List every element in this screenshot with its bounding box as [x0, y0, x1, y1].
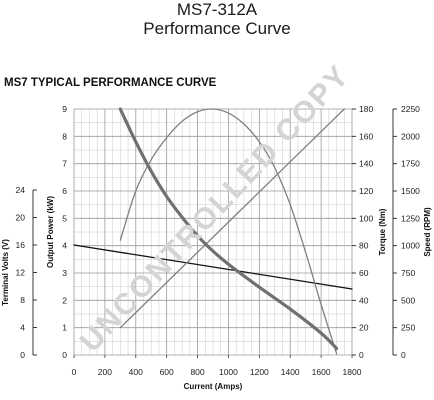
volts-tick-label: 4 [20, 323, 25, 333]
volts-tick-label: 16 [16, 240, 26, 250]
torque-tick-label: 140 [359, 159, 373, 169]
series [73, 107, 353, 355]
speed-tick-label: 2000 [401, 131, 420, 141]
x-tick-label: 1200 [250, 367, 269, 377]
speed-tick-label: 250 [401, 323, 415, 333]
grid [73, 108, 353, 356]
torque-tick-label: 20 [359, 323, 369, 333]
volts-tick-label: 20 [16, 213, 26, 223]
volts-tick-label: 8 [20, 295, 25, 305]
x-axis-label: Current (Amps) [184, 382, 243, 391]
speed-axis-label: Speed (RPM) [423, 207, 432, 257]
torque-tick-label: 40 [359, 295, 369, 305]
volts-tick-label: 12 [16, 268, 26, 278]
x-tick-label: 1400 [281, 367, 300, 377]
power-tick-label: 5 [62, 213, 67, 223]
speed-tick-label: 1500 [401, 186, 420, 196]
power-tick-label: 1 [62, 323, 67, 333]
torque-tick-label: 100 [359, 213, 373, 223]
chart-title: MS7 TYPICAL PERFORMANCE CURVE [4, 77, 217, 89]
volts-axis-label: Terminal Volts (V) [1, 239, 10, 306]
series-line-speed [118, 107, 339, 351]
speed-tick-label: 1000 [401, 241, 420, 251]
torque-tick-label: 60 [359, 268, 369, 278]
power-axis-label: Output Power (kW) [46, 196, 55, 268]
x-tick-label: 0 [72, 367, 77, 377]
torque-axis-label: Torque (Nm) [378, 208, 387, 255]
x-tick-label: 1000 [219, 367, 238, 377]
page-title: MS7-312A [176, 0, 258, 19]
speed-tick-label: 750 [401, 268, 415, 278]
torque-tick-label: 80 [359, 241, 369, 251]
x-tick-label: 200 [98, 367, 112, 377]
x-tick-label: 800 [190, 367, 204, 377]
power-tick-label: 2 [62, 295, 67, 305]
speed-tick-label: 1750 [401, 159, 420, 169]
x-tick-label: 1600 [312, 367, 331, 377]
torque-tick-label: 120 [359, 186, 373, 196]
axes: 0 200 400 600 800 1000 1200 1400 1600 1800Current… [1, 104, 432, 391]
power-tick-label: 3 [62, 268, 67, 278]
power-tick-label: 6 [62, 186, 67, 196]
x-tick-label: 400 [129, 367, 143, 377]
series-line-torque [119, 108, 345, 329]
series-line-volts [73, 244, 353, 290]
power-tick-label: 0 [62, 350, 67, 360]
volts-tick-label: 0 [20, 350, 25, 360]
torque-tick-label: 180 [359, 104, 373, 114]
power-tick-label: 9 [62, 104, 67, 114]
series-line-power [119, 108, 338, 355]
speed-tick-label: 500 [401, 295, 415, 305]
power-tick-label: 8 [62, 131, 67, 141]
power-tick-label: 7 [62, 159, 67, 169]
torque-tick-label: 160 [359, 131, 373, 141]
speed-tick-label: 0 [401, 350, 406, 360]
page-subtitle: Performance Curve [143, 19, 291, 38]
volts-tick-label: 24 [16, 185, 26, 195]
speed-tick-label: 2250 [401, 104, 420, 114]
x-tick-label: 1800 [343, 367, 362, 377]
speed-tick-label: 1250 [401, 213, 420, 223]
x-tick-label: 600 [160, 367, 174, 377]
power-tick-label: 4 [62, 241, 67, 251]
torque-tick-label: 0 [359, 350, 364, 360]
